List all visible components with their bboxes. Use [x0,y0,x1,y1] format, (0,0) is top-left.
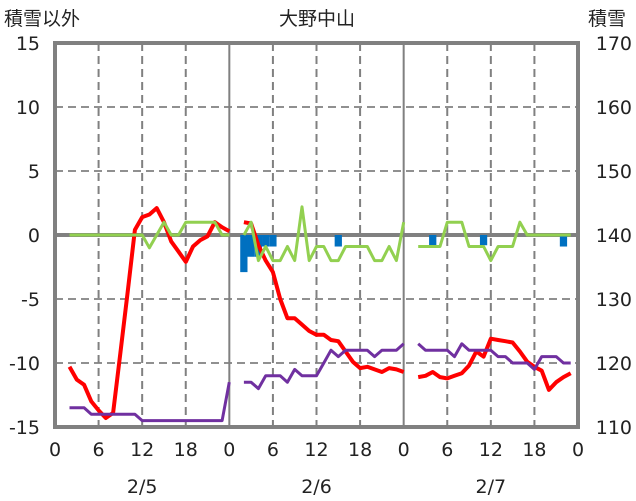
line-series [67,205,572,423]
snow-bar [240,235,248,273]
left-tick-label: -10 [9,353,40,375]
left-tick-label: 15 [16,33,40,55]
red-series-line [243,220,405,374]
x-tick-label: 0 [49,439,61,461]
snow-bar [559,235,568,247]
x-tick-label: 18 [174,439,198,461]
gridlines [55,43,578,427]
plot-frame [53,41,580,429]
right-axis-label: 積雪 [588,8,626,30]
right-y-ticks: 170 160 150 140 130 120 110 [596,33,632,439]
purple-series-line [417,342,571,371]
green-series-line [418,220,571,263]
right-tick-label: 150 [596,161,632,183]
chart-title: 大野中山 [279,8,355,30]
left-tick-label: 0 [28,225,40,247]
date-labels: 2/5 2/6 2/7 [127,476,506,498]
x-tick-label: 12 [479,439,503,461]
right-tick-label: 120 [596,353,632,375]
x-tick-label: 18 [522,439,546,461]
x-tick-label: 12 [304,439,328,461]
x-tick-label: 12 [130,439,154,461]
purple-series-line [243,342,405,391]
left-tick-label: 5 [28,161,40,183]
snow-bar [429,235,437,246]
x-tick-label: 6 [441,439,453,461]
left-tick-label: -15 [9,417,40,439]
snow-bar [479,235,488,246]
x-tick-label: 0 [223,439,235,461]
snow-bar [247,235,255,257]
left-tick-label: 10 [16,97,40,119]
right-tick-label: 130 [596,289,632,311]
x-ticks: 0 6 12 18 0 6 12 18 0 6 12 18 0 [49,439,584,461]
x-tick-label: 18 [348,439,372,461]
snow-bar [334,235,342,247]
x-tick-label: 6 [267,439,279,461]
right-tick-label: 170 [596,33,632,55]
snow-bar [269,235,277,247]
x-tick-label: 0 [572,439,584,461]
snow-bar [262,235,270,247]
purple-series-line [69,381,231,423]
date-label: 2/7 [476,476,507,498]
right-tick-label: 160 [596,97,632,119]
right-tick-label: 110 [596,417,632,439]
green-series-line [242,205,406,263]
red-series-line [67,206,231,420]
left-axis-label: 積雪以外 [4,8,80,30]
date-label: 2/6 [301,476,332,498]
green-series-line [69,220,230,250]
red-series-line [417,336,572,392]
right-tick-label: 140 [596,225,632,247]
left-y-ticks: 15 10 5 0 -5 -10 -15 [9,33,40,439]
x-tick-label: 0 [398,439,410,461]
x-tick-label: 6 [93,439,105,461]
date-label: 2/5 [127,476,158,498]
left-tick-label: -5 [21,289,40,311]
